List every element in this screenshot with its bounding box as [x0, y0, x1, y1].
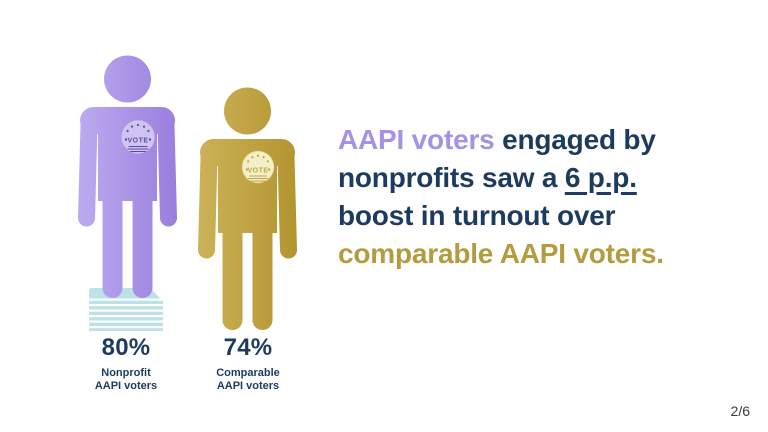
stat-label-line1: Comparable: [216, 367, 280, 379]
person-figure-nonprofit: VOTE: [78, 55, 177, 298]
stat-value: 80%: [101, 334, 151, 361]
person-figure-comparable: VOTE: [198, 87, 297, 330]
headline-highlight-purple: AAPI voters: [338, 124, 495, 155]
vote-badge-text: VOTE: [127, 138, 148, 145]
stat-nonprofit: 80% Nonprofit AAPI voters: [64, 334, 188, 392]
boost-platform-icon: [89, 288, 163, 331]
stat-label-line2: AAPI voters: [94, 379, 158, 392]
headline-line-3: boost in turnout over: [338, 200, 616, 231]
headline: AAPI voters engaged by nonprofits saw a …: [338, 121, 708, 273]
page-indicator: 2/6: [730, 403, 750, 419]
stat-value: 74%: [223, 334, 273, 361]
headline-line-4: comparable AAPI voters.: [338, 238, 664, 269]
stat-label-line2: AAPI voters: [216, 379, 280, 392]
vote-badge-icon: VOTE: [241, 150, 275, 184]
vote-badge-icon: VOTE: [120, 119, 156, 155]
stat-label-line1: Nonprofit: [101, 367, 151, 379]
stat-comparable: 74% Comparable AAPI voters: [186, 334, 310, 392]
headline-line-2: nonprofits saw a 6 p.p.: [338, 162, 637, 193]
headline-underlined-stat: 6 p.p.: [564, 162, 637, 193]
vote-badge-text: VOTE: [247, 168, 268, 175]
headline-line-1: AAPI voters engaged by: [338, 124, 656, 155]
